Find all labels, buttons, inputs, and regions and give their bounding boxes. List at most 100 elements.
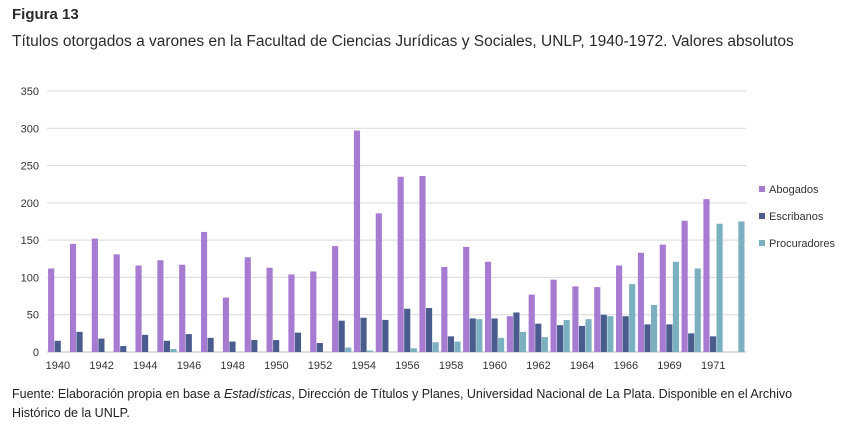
bar-abogados [48,268,55,352]
legend-label: Escribanos [769,211,824,223]
bar-abogados [637,252,645,352]
y-tick-label: 350 [21,86,39,98]
bar-escribanos [273,340,280,352]
bar-abogados [244,257,251,352]
bar-abogados [69,243,77,352]
bar-abogados [484,261,492,352]
bar-abogados [572,286,579,352]
x-tick-label: 1966 [614,360,638,372]
bar-abogados [135,265,142,352]
x-tick-label: 1964 [570,360,594,372]
bar-escribanos [447,336,454,352]
bar-abogados [91,238,98,352]
y-tick-label: 300 [21,123,39,135]
x-tick-label: 1948 [220,360,244,372]
bar-procuradores [563,319,570,352]
bar-abogados [550,279,557,352]
legend-label: Procuradores [769,238,836,250]
source-note: Fuente: Elaboración propia en base a Est… [12,385,842,423]
bar-escribanos [557,325,564,352]
bar-escribanos [251,340,258,352]
bar-procuradores [650,305,658,352]
bar-abogados [222,297,229,352]
bar-procuradores [410,348,417,352]
bar-procuradores [432,342,439,352]
bar-abogados [157,260,164,352]
bar-procuradores [738,221,745,352]
bar-procuradores [694,268,701,352]
bar-escribanos [142,334,149,352]
bar-escribanos [425,308,433,352]
y-tick-label: 200 [21,198,39,210]
bar-escribanos [229,341,236,352]
x-tick-label: 1969 [657,360,681,372]
x-tick-label: 1962 [526,360,550,372]
bar-escribanos [404,308,411,352]
bar-procuradores [498,337,505,352]
bar-abogados [506,316,513,352]
source-prefix: Fuente: Elaboración propia en base a [12,387,224,401]
bar-procuradores [345,347,352,352]
bar-abogados [201,231,208,352]
x-tick-label: 1971 [701,360,725,372]
bar-escribanos [163,340,171,352]
x-axis: 1940 1942 1944 1946 1948 1950 1952 1954 1956 1958… [46,360,726,372]
source-suffix: , Dirección de Títulos y Planes, Univers… [12,387,793,420]
bar-abogados [441,266,448,352]
bar-abogados [463,246,470,352]
bar-procuradores [585,319,592,352]
bar-abogados [113,254,120,352]
x-tick-label: 1944 [133,360,157,372]
bars [48,130,745,352]
bar-escribanos [644,324,651,352]
x-tick-label: 1942 [89,360,113,372]
bar-procuradores [607,316,614,352]
y-axis: 0 50 100 150 200 250 300 350 [21,86,39,359]
y-tick-label: 50 [27,310,39,322]
bar-procuradores [170,349,177,352]
x-tick-label: 1952 [308,360,332,372]
bar-abogados [353,130,361,352]
bar-procuradores [541,337,548,352]
bar-abogados [703,199,710,352]
bar-procuradores [454,341,461,352]
bar-abogados [266,267,273,352]
bar-escribanos [316,343,323,352]
bar-escribanos [688,333,695,352]
bar-escribanos [360,317,367,352]
x-tick-label: 1956 [395,360,419,372]
bar-procuradores [629,284,636,352]
bar-escribanos [294,332,302,352]
bar-escribanos [622,316,629,352]
bar-escribanos [469,318,476,352]
bar-abogados [179,264,186,352]
gridlines [47,90,746,353]
bar-procuradores [476,319,483,352]
x-tick-label: 1958 [439,360,463,372]
bar-abogados [332,246,339,352]
source-emphasis: Estadísticas [223,387,292,401]
y-tick-label: 0 [33,347,39,359]
bar-escribanos [709,336,717,352]
bar-escribanos [207,337,214,352]
bar-escribanos [120,346,127,352]
bar-abogados [659,244,666,352]
bar-escribanos [338,320,345,352]
bar-procuradores [519,331,527,352]
bar-escribanos [535,323,542,352]
bar-escribanos [76,331,83,352]
figure-title: Títulos otorgados a varones en la Facult… [12,33,794,50]
y-tick-label: 150 [21,235,39,247]
legend-swatch [759,240,765,246]
bar-abogados [616,265,623,352]
x-tick-label: 1950 [264,360,288,372]
legend: Abogados Escribanos Procuradores [759,184,836,250]
bar-abogados [528,294,535,352]
legend-label: Abogados [769,184,819,196]
figure-label: Figura 13 [12,6,79,23]
x-tick-label: 1940 [46,360,70,372]
y-tick-label: 250 [21,161,39,173]
bar-escribanos [382,319,389,352]
bar-escribanos [185,334,192,352]
